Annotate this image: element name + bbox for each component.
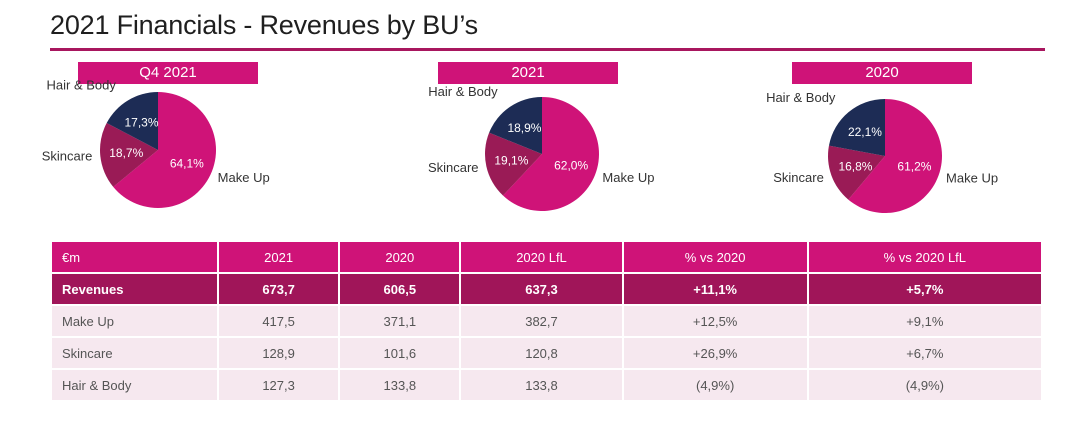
pie-category-label: Hair & Body: [428, 84, 498, 99]
table-row-hair-body: Hair & Body 127,3 133,8 133,8 (4,9%) (4,…: [52, 370, 1041, 400]
pie-value-label: 22,1%: [848, 125, 882, 139]
row-label: Hair & Body: [52, 370, 217, 400]
pie-category-label: Make Up: [946, 170, 998, 185]
pie-value-label: 16,8%: [838, 160, 872, 174]
pie-slice-skincare: [100, 122, 158, 187]
pie-slice-hair-body: [489, 97, 542, 154]
pie-value-label: 62,0%: [554, 159, 588, 173]
table-cell: +6,7%: [808, 338, 1041, 368]
table-row-revenues: Revenues 673,7 606,5 637,3 +11,1% +5,7%: [52, 274, 1041, 304]
pie-category-label: Skincare: [42, 149, 93, 164]
pie-svg: 64,1% Make Up 18,7% Skincare 17,3% Hair & Bod…: [42, 77, 270, 209]
pie-slice-hair-body: [106, 92, 158, 150]
column-header: 2020 LfL: [461, 242, 622, 272]
pie-value-label: 61,2%: [897, 160, 931, 174]
table-cell: +26,9%: [623, 338, 807, 368]
pie-chart-2021: 2021 62,0% Make Up 19,1% Skincare 18,9% Hair …: [410, 62, 740, 222]
table-cell: 120,8: [461, 338, 622, 368]
pie-chart-2020: 2020 61,2% Make Up 16,8% Skincare 22,1% Hair …: [760, 62, 1080, 222]
column-header: % vs 2020 LfL: [808, 242, 1041, 272]
pie-category-label: Skincare: [428, 160, 479, 175]
pie-slice-make-up: [113, 92, 216, 209]
table-cell: (4,9%): [808, 370, 1041, 400]
table-cell: 673,7: [219, 274, 339, 304]
table-cell: +5,7%: [808, 274, 1041, 304]
pie-category-label: Hair & Body: [47, 77, 117, 92]
table-cell: (4,9%): [623, 370, 807, 400]
pie-slice-skincare: [828, 145, 885, 200]
pie-value-label: 19,1%: [494, 154, 528, 168]
table-cell: 371,1: [340, 306, 460, 336]
row-label: Skincare: [52, 338, 217, 368]
page-title: 2021 Financials - Revenues by BU’s: [50, 10, 478, 40]
pie-chart-q4-2021: Q4 2021 64,1% Make Up 18,7% Skincare 17,3% Ha…: [30, 62, 360, 222]
table-cell: 417,5: [219, 306, 339, 336]
pie-slice-make-up: [848, 99, 942, 213]
pie-title: 2020: [792, 62, 972, 84]
table-cell: 101,6: [340, 338, 460, 368]
revenues-table: €m 2021 2020 2020 LfL % vs 2020 % vs 202…: [50, 240, 1043, 402]
column-header: 2021: [219, 242, 339, 272]
column-header: €m: [52, 242, 217, 272]
pie-slice-hair-body: [828, 99, 885, 156]
table-cell: 606,5: [340, 274, 460, 304]
table-cell: 127,3: [219, 370, 339, 400]
pie-value-label: 64,1%: [170, 157, 204, 171]
pie-value-label: 18,7%: [109, 146, 143, 160]
row-label: Make Up: [52, 306, 217, 336]
pie-svg: 62,0% Make Up 19,1% Skincare 18,9% Hair & Bod…: [428, 84, 654, 211]
pie-category-label: Skincare: [773, 170, 824, 185]
column-header: 2020: [340, 242, 460, 272]
table-cell: 637,3: [461, 274, 622, 304]
table-cell: 128,9: [219, 338, 339, 368]
pie-category-label: Make Up: [218, 170, 270, 185]
pie-slice-make-up: [502, 97, 599, 211]
table-cell: +9,1%: [808, 306, 1041, 336]
column-header: % vs 2020: [623, 242, 807, 272]
pie-category-label: Hair & Body: [766, 90, 836, 105]
table-cell: 133,8: [461, 370, 622, 400]
pie-value-label: 18,9%: [507, 121, 541, 135]
table-row-make-up: Make Up 417,5 371,1 382,7 +12,5% +9,1%: [52, 306, 1041, 336]
pie-category-label: Make Up: [602, 170, 654, 185]
table-header-row: €m 2021 2020 2020 LfL % vs 2020 % vs 202…: [52, 242, 1041, 272]
table-cell: 382,7: [461, 306, 622, 336]
table-row-skincare: Skincare 128,9 101,6 120,8 +26,9% +6,7%: [52, 338, 1041, 368]
pie-svg: 61,2% Make Up 16,8% Skincare 22,1% Hair & Bod…: [766, 90, 998, 213]
table-cell: +12,5%: [623, 306, 807, 336]
pie-value-label: 17,3%: [125, 116, 159, 130]
table-cell: +11,1%: [623, 274, 807, 304]
pie-title: 2021: [438, 62, 618, 84]
pie-title: Q4 2021: [78, 62, 258, 84]
pie-slice-skincare: [485, 132, 542, 196]
row-label: Revenues: [52, 274, 217, 304]
title-divider: [50, 48, 1045, 51]
table-cell: 133,8: [340, 370, 460, 400]
